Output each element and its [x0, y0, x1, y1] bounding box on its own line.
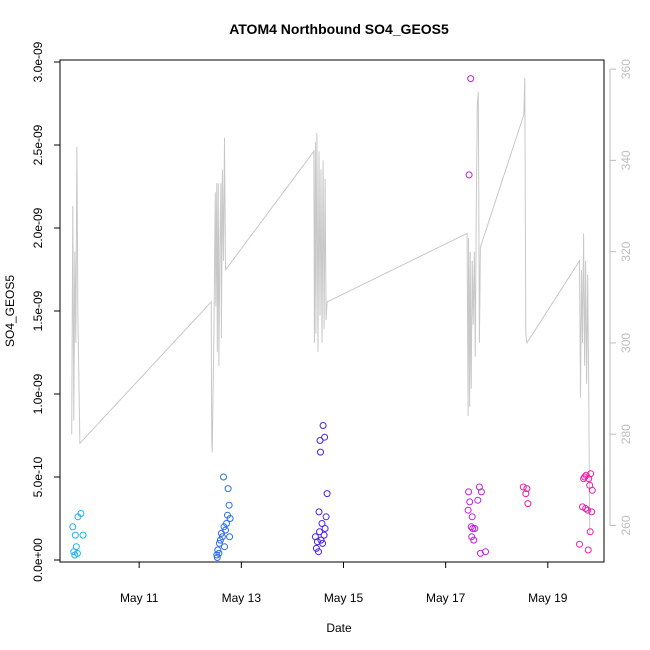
data-point: [316, 528, 323, 536]
data-point: [468, 513, 476, 521]
x-tick-label: May 17: [426, 591, 466, 605]
data-point: [319, 422, 327, 429]
data-point: [321, 525, 329, 532]
y2-tick-label: 260: [619, 515, 633, 535]
data-point: [213, 551, 221, 559]
data-point: [77, 510, 85, 517]
data-point: [218, 533, 226, 541]
data-point: [323, 490, 331, 498]
data-point: [222, 526, 229, 534]
data-point: [467, 75, 475, 83]
y2-tick-label: 320: [619, 241, 633, 261]
x-tick-label: May 15: [324, 591, 364, 605]
data-point: [321, 433, 329, 441]
y2-tick-label: 340: [619, 150, 633, 170]
data-point: [69, 523, 77, 531]
data-point: [215, 539, 223, 547]
data-point: [584, 546, 592, 554]
y-tick-label: 2.5e-09: [31, 124, 45, 165]
y-tick-label: 5.0e-10: [31, 456, 45, 497]
data-point: [470, 536, 478, 544]
y2-tick-label: 280: [619, 424, 633, 444]
data-point: [576, 540, 583, 548]
x-tick-label: May 11: [120, 591, 159, 605]
series-line: [71, 78, 591, 535]
data-point: [225, 501, 233, 509]
data-point: [79, 531, 87, 539]
data-point: [586, 528, 594, 536]
data-point: [474, 496, 482, 504]
y-tick-label: 2.0e-09: [31, 207, 45, 248]
left-y-axis: 0.0e+00 5.0e-10 1.0e-09 1.5e-09 2.0e-09 2.5e-…: [31, 41, 61, 582]
scatter-series: [69, 75, 596, 561]
data-point: [587, 470, 595, 478]
data-point: [215, 549, 223, 557]
right-axis-series: [71, 78, 591, 535]
data-point: [71, 531, 79, 539]
data-point: [220, 473, 227, 481]
right-y-axis: 260 280 300 320 340 360: [609, 59, 633, 536]
data-point: [482, 548, 489, 556]
data-point: [224, 485, 232, 493]
data-point: [223, 520, 230, 527]
y2-tick-label: 360: [619, 59, 633, 79]
x-tick-label: May 13: [222, 591, 262, 605]
x-axis: May 11 May 13 May 15 May 17 May 19: [120, 561, 568, 605]
data-point: [315, 548, 322, 556]
data-point: [466, 498, 474, 506]
data-point: [72, 543, 80, 551]
data-point: [465, 488, 473, 496]
y-tick-label: 1.5e-09: [31, 290, 45, 331]
y-tick-label: 3.0e-09: [31, 41, 45, 82]
data-point: [471, 525, 479, 532]
x-axis-label: Date: [326, 621, 352, 635]
data-point: [519, 483, 527, 491]
data-point: [320, 531, 328, 539]
data-point: [464, 506, 472, 514]
data-point: [477, 488, 485, 496]
data-point: [522, 490, 530, 498]
y2-tick-label: 300: [619, 333, 633, 353]
data-point: [226, 533, 234, 541]
plot-frame: [59, 59, 605, 563]
data-point: [213, 554, 221, 561]
data-point: [221, 543, 228, 551]
data-point: [315, 508, 323, 516]
data-point: [317, 448, 324, 456]
data-point: [465, 171, 473, 179]
data-point: [322, 513, 330, 521]
data-point: [467, 523, 475, 531]
data-point: [581, 473, 589, 481]
data-point: [318, 520, 326, 527]
x-tick-label: May 19: [528, 591, 568, 605]
data-point: [469, 525, 477, 532]
data-point: [523, 485, 531, 493]
data-point: [588, 508, 596, 516]
data-point: [214, 546, 222, 554]
y-tick-label: 1.0e-09: [31, 373, 45, 414]
data-point: [317, 536, 325, 544]
data-point: [316, 437, 324, 444]
y-axis-label: SO4_GEOS5: [3, 275, 17, 347]
chart-title: ATOM4 Northbound SO4_GEOS5: [229, 21, 449, 37]
data-point: [319, 539, 327, 547]
y-tick-label: 0.0e+00: [31, 538, 45, 582]
data-point: [524, 500, 532, 508]
data-point: [584, 506, 592, 514]
data-point: [588, 486, 596, 494]
data-point: [582, 505, 590, 512]
data-point: [73, 549, 81, 557]
data-point: [226, 515, 234, 522]
